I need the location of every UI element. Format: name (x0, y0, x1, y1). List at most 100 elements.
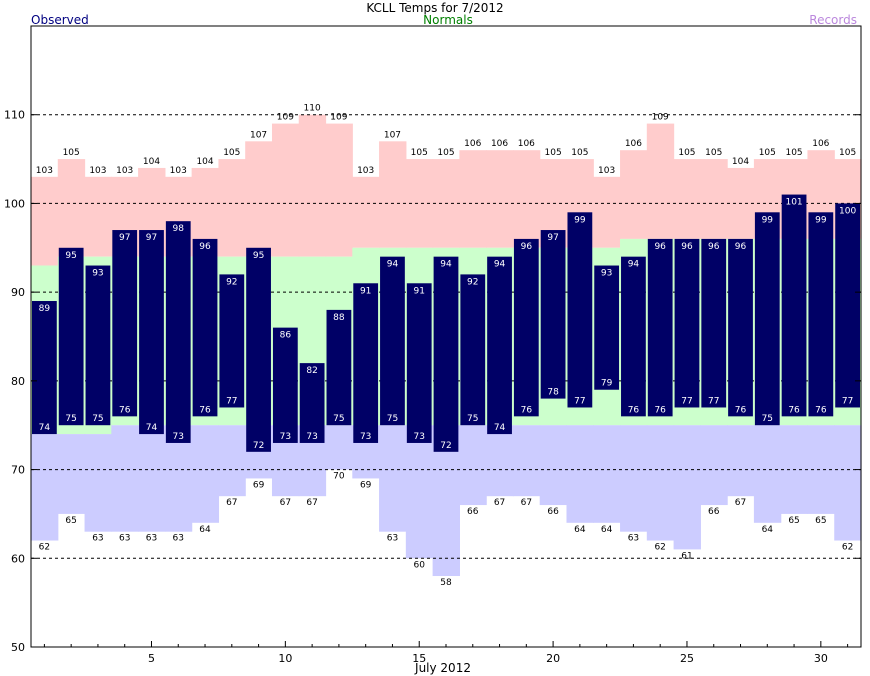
record-high-band (459, 150, 487, 248)
observed-high-label: 96 (199, 242, 211, 252)
record-high-band (57, 159, 86, 257)
record-high-label: 106 (518, 139, 535, 149)
observed-high-label: 88 (333, 313, 345, 323)
record-high-label: 105 (571, 148, 588, 158)
record-high-label: 110 (304, 104, 321, 114)
observed-high-label: 91 (360, 286, 371, 296)
record-high-label: 104 (196, 157, 213, 167)
record-high-band (486, 150, 514, 248)
record-high-label: 105 (839, 148, 856, 158)
observed-bar (219, 274, 245, 408)
record-low-label: 67 (280, 498, 291, 508)
record-high-label: 105 (705, 148, 722, 158)
record-high-label: 105 (223, 148, 240, 158)
observed-bar (353, 283, 379, 443)
observed-bar (594, 265, 620, 390)
observed-bar (460, 274, 486, 426)
record-low-label: 64 (574, 525, 586, 535)
observed-bar (701, 238, 727, 408)
record-low-band (753, 425, 782, 523)
record-low-band (539, 425, 568, 506)
legend-records: Records (809, 13, 857, 27)
observed-low-label: 76 (815, 405, 827, 415)
record-low-label: 58 (440, 578, 452, 588)
observed-low-label: 75 (65, 414, 76, 424)
observed-low-label: 77 (842, 396, 853, 406)
plot-frame (30, 25, 862, 648)
record-low-label: 70 (333, 472, 345, 482)
observed-low-label: 74 (146, 423, 158, 433)
x-tick-label: 10 (278, 652, 292, 665)
record-low-label: 67 (735, 498, 746, 508)
record-low-label: 64 (199, 525, 211, 535)
observed-bar (567, 212, 593, 408)
observed-high-label: 94 (628, 260, 640, 270)
record-high-label: 103 (598, 166, 615, 176)
record-low-label: 65 (788, 516, 799, 526)
record-high-band (512, 150, 541, 248)
observed-high-label: 94 (494, 260, 506, 270)
observed-low-label: 75 (92, 414, 103, 424)
observed-low-label: 76 (654, 405, 666, 415)
record-high-label: 103 (89, 166, 106, 176)
observed-low-label: 73 (280, 432, 291, 442)
observed-low-label: 73 (413, 432, 424, 442)
record-low-label: 67 (494, 498, 505, 508)
observed-bar (754, 212, 780, 426)
record-low-band (138, 425, 166, 532)
record-low-label: 63 (387, 534, 398, 544)
record-low-label: 69 (360, 480, 372, 490)
observed-low-label: 77 (681, 396, 692, 406)
record-low-label: 65 (815, 516, 826, 526)
observed-bar (647, 238, 673, 417)
legend-observed: Observed (31, 13, 89, 27)
record-low-label: 62 (39, 543, 50, 553)
record-low-label: 63 (146, 534, 157, 544)
record-low-band (834, 425, 862, 541)
observed-bar (380, 256, 405, 426)
record-low-band (620, 425, 648, 532)
observed-bar (808, 212, 834, 417)
observed-bar (326, 309, 352, 426)
record-low-label: 63 (119, 534, 130, 544)
observed-high-label: 89 (39, 304, 51, 314)
record-high-label: 109 (277, 113, 294, 123)
observed-low-label: 72 (253, 441, 264, 451)
observed-high-label: 97 (547, 233, 558, 243)
record-low-label: 65 (65, 516, 76, 526)
observed-high-label: 95 (65, 251, 76, 261)
record-low-band (218, 425, 246, 497)
record-low-label: 62 (842, 543, 853, 553)
y-tick-label: 70 (11, 464, 25, 477)
x-axis-label: July 2012 (414, 661, 471, 675)
record-low-band (673, 425, 701, 550)
record-high-label: 107 (384, 130, 401, 140)
y-tick-label: 90 (11, 286, 25, 299)
y-tick-label: 60 (11, 552, 25, 565)
record-high-band (379, 141, 407, 248)
record-low-label: 62 (654, 543, 665, 553)
observed-high-label: 97 (119, 233, 130, 243)
x-tick-label: 15 (412, 652, 426, 665)
record-high-label: 103 (36, 166, 53, 176)
record-low-band (727, 425, 755, 497)
record-low-band (57, 434, 86, 514)
observed-low-label: 76 (199, 405, 211, 415)
observed-high-label: 86 (280, 331, 292, 341)
observed-low-label: 73 (306, 432, 317, 442)
axes-layer: 50 60 70 80 90 100 110 5 10 15 20 25 30 (4, 109, 861, 665)
record-high-label: 109 (652, 113, 669, 123)
observed-low-label: 75 (467, 414, 478, 424)
record-high-band (298, 114, 327, 257)
observed-bar (58, 247, 84, 426)
record-high-label: 104 (732, 157, 749, 167)
record-high-label: 106 (812, 139, 829, 149)
observed-bar (112, 230, 138, 417)
observed-bar (674, 238, 700, 408)
record-low-band (84, 434, 112, 532)
record-low-label: 69 (253, 480, 265, 490)
record-low-label: 60 (413, 560, 425, 570)
observed-high-label: 96 (521, 242, 533, 252)
record-high-band (245, 141, 273, 257)
